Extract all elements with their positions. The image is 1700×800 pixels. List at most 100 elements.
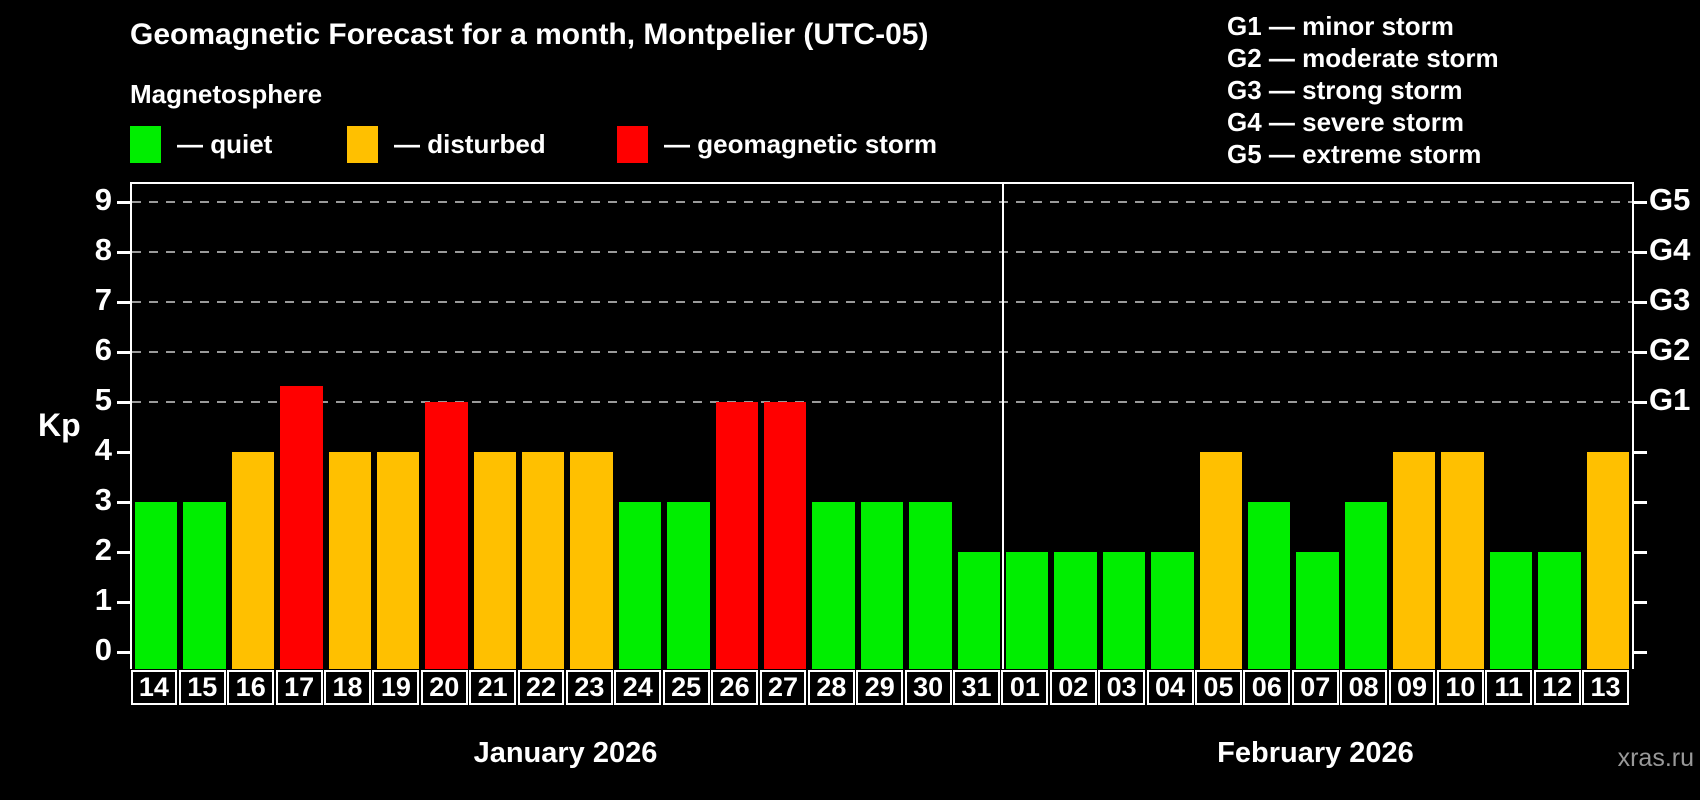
xras-watermark-link[interactable]: xras.ru — [1617, 744, 1694, 772]
day-label-29: 29 — [856, 670, 904, 705]
day-label-11: 11 — [1485, 670, 1533, 705]
y-tick-left — [117, 451, 130, 454]
day-label-15: 15 — [178, 670, 226, 705]
day-label-19: 19 — [372, 670, 420, 705]
kp-bar-day-24 — [618, 502, 662, 669]
y-axis-tick-label: 3 — [94, 482, 112, 517]
y-axis-tick-label: 7 — [94, 282, 112, 317]
y-axis-tick-label: 8 — [94, 232, 112, 267]
day-label-07: 07 — [1291, 670, 1339, 705]
y-tick-right — [1634, 501, 1647, 504]
month-label: January 2026 — [473, 737, 658, 769]
gridline-kp5 — [132, 401, 1632, 403]
kp-bar-day-17 — [280, 385, 323, 669]
day-label-08: 08 — [1340, 670, 1388, 705]
day-label-14: 14 — [130, 670, 178, 705]
month-label: February 2026 — [1217, 737, 1414, 769]
y-tick-left — [117, 501, 130, 504]
gridline-kp6 — [132, 351, 1632, 353]
kp-bar-day-10 — [1441, 452, 1484, 669]
kp-bar-day-01 — [1005, 552, 1049, 669]
day-label-30: 30 — [904, 670, 952, 705]
g-axis-label-g5: G5 — [1649, 182, 1691, 217]
y-tick-left — [117, 551, 130, 554]
kp-bar-day-15 — [183, 502, 226, 669]
y-axis-tick-label: 9 — [94, 182, 112, 217]
y-tick-right — [1634, 451, 1647, 454]
day-label-17: 17 — [275, 670, 323, 705]
y-axis-tick-label: 6 — [94, 332, 112, 367]
y-axis-tick-label: 2 — [94, 532, 112, 567]
kp-bar-day-03 — [1102, 552, 1146, 669]
y-tick-right — [1634, 251, 1647, 254]
day-label-12: 12 — [1533, 670, 1581, 705]
y-tick-right — [1634, 651, 1647, 654]
y-tick-left — [117, 351, 130, 354]
kp-bar-day-18 — [328, 452, 371, 669]
day-label-06: 06 — [1243, 670, 1291, 705]
g-legend-line: G3 — strong storm — [1227, 75, 1463, 105]
magnetosphere-label: Magnetosphere — [130, 79, 323, 109]
kp-bar-day-19 — [376, 452, 420, 669]
y-tick-left — [117, 251, 130, 254]
day-label-02: 02 — [1049, 670, 1097, 705]
kp-bar-day-21 — [473, 452, 517, 669]
day-label-09: 09 — [1388, 670, 1436, 705]
disturbed-swatch-icon — [347, 126, 378, 163]
kp-bar-day-05 — [1199, 452, 1242, 669]
gridline-kp8 — [132, 251, 1632, 253]
day-label-22: 22 — [517, 670, 565, 705]
kp-bar-day-02 — [1054, 552, 1097, 669]
status-legend: — quiet — disturbed — geomagnetic storm — [130, 126, 1130, 166]
y-axis-title: Kp — [38, 407, 81, 443]
y-axis-tick-label: 4 — [94, 432, 112, 467]
g-legend-line: G2 — moderate storm — [1227, 43, 1499, 73]
y-tick-right — [1634, 201, 1647, 204]
y-tick-right — [1634, 351, 1647, 354]
kp-bar-day-11 — [1489, 552, 1533, 669]
day-label-28: 28 — [807, 670, 855, 705]
kp-bar-day-29 — [860, 502, 904, 669]
kp-bar-day-07 — [1296, 552, 1339, 669]
y-axis-tick-label: 0 — [94, 632, 112, 667]
legend-item-disturbed: — disturbed — [347, 126, 546, 163]
legend-item-quiet: — quiet — [130, 126, 272, 163]
day-label-18: 18 — [324, 670, 371, 705]
kp-bar-day-13 — [1586, 452, 1629, 669]
day-label-27: 27 — [759, 670, 807, 705]
day-label-23: 23 — [565, 670, 613, 705]
y-tick-right — [1634, 301, 1647, 304]
month-divider-line — [1001, 184, 1004, 669]
g-scale-legend: G1 — minor storm G2 — moderate storm G3 — … — [1227, 10, 1499, 170]
y-tick-right — [1634, 401, 1647, 404]
kp-bar-day-20 — [425, 402, 468, 669]
kp-bar-day-22 — [522, 452, 565, 669]
kp-bar-day-16 — [231, 452, 275, 669]
g-legend-line: G4 — severe storm — [1227, 107, 1465, 137]
day-label-25: 25 — [662, 670, 710, 705]
y-axis-tick-label: 1 — [94, 582, 112, 617]
day-label-24: 24 — [614, 670, 662, 705]
y-tick-left — [117, 601, 130, 604]
kp-bar-day-28 — [812, 502, 855, 669]
g-axis-label-g2: G2 — [1649, 332, 1691, 367]
kp-bar-day-09 — [1393, 452, 1436, 669]
day-label-21: 21 — [469, 670, 517, 705]
legend-label: — geomagnetic storm — [664, 129, 938, 159]
kp-bar-day-31 — [957, 552, 1000, 669]
legend-label: — quiet — [177, 129, 273, 159]
kp-bar-day-27 — [764, 402, 807, 669]
kp-bar-day-23 — [570, 452, 613, 669]
kp-bar-day-30 — [909, 502, 952, 669]
page-title: Geomagnetic Forecast for a month, Montpe… — [130, 18, 929, 51]
g-axis-label-g1: G1 — [1649, 382, 1691, 417]
day-label-13: 13 — [1582, 670, 1629, 705]
chart-area — [117, 182, 1647, 669]
gridline-kp9 — [132, 201, 1632, 203]
kp-bar-day-14 — [135, 502, 178, 669]
y-tick-right — [1634, 551, 1647, 554]
day-label-26: 26 — [711, 670, 759, 705]
day-label-05: 05 — [1195, 670, 1242, 705]
day-label-31: 31 — [953, 670, 1000, 705]
